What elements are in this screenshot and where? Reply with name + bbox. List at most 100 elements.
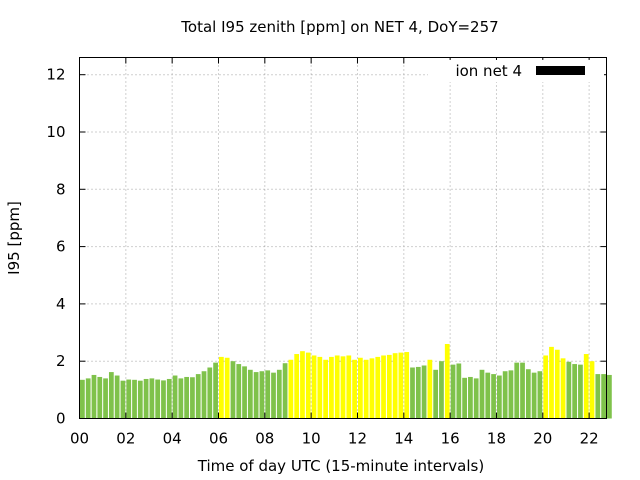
bar: [282, 363, 288, 419]
bar: [91, 374, 97, 419]
y-tick-label: 8: [56, 180, 66, 198]
bar: [329, 356, 334, 419]
bar: [265, 370, 271, 419]
bar: [421, 365, 427, 419]
bar: [583, 354, 589, 419]
y-tick-label: 4: [56, 295, 66, 313]
bar: [317, 356, 323, 419]
bar: [97, 376, 103, 419]
y-tick-label: 12: [46, 66, 65, 84]
bar: [242, 366, 247, 419]
bar: [85, 378, 91, 419]
bar: [103, 378, 108, 419]
x-axis-label: Time of day UTC (15-minute intervals): [197, 457, 484, 475]
bar: [201, 371, 207, 419]
bar: [161, 380, 166, 419]
bar: [531, 372, 537, 419]
bar: [184, 376, 190, 419]
bar: [294, 354, 300, 419]
bar: [352, 359, 357, 419]
bar: [207, 367, 213, 419]
bar: [149, 378, 155, 419]
bar: [433, 369, 439, 419]
x-tick-label: 18: [487, 430, 506, 448]
x-tick-label: 20: [533, 430, 552, 448]
bar: [595, 374, 601, 419]
bar: [554, 349, 560, 419]
grid-lines: [79, 57, 607, 419]
x-tick-label: 02: [116, 430, 135, 448]
bar: [195, 374, 201, 419]
bar: [166, 378, 172, 419]
bar: [514, 362, 520, 419]
bar: [398, 352, 404, 419]
bar: [126, 379, 132, 419]
bar: [108, 372, 114, 419]
bar: [520, 362, 525, 419]
bar: [456, 363, 462, 419]
x-tick-label: 00: [70, 430, 89, 448]
y-tick-label: 6: [56, 238, 66, 256]
bar: [537, 371, 543, 419]
legend-bg: [428, 60, 604, 82]
bar: [334, 355, 340, 419]
bar: [473, 378, 479, 419]
y-axis-label: I95 [ppm]: [5, 201, 23, 275]
bar: [357, 357, 363, 419]
bar: [468, 376, 473, 419]
bar: [259, 371, 265, 419]
bar: [410, 367, 415, 419]
bar: [137, 380, 143, 419]
y-tick-label: 0: [56, 410, 66, 428]
bar: [80, 379, 85, 419]
bar: [386, 354, 392, 419]
legend-label: ion net 4: [455, 62, 522, 80]
bar: [300, 351, 305, 419]
bars: [80, 344, 612, 419]
bar: [485, 372, 491, 419]
bar: [439, 361, 444, 419]
bar: [444, 344, 450, 419]
x-tick-label: 14: [394, 430, 413, 448]
bar: [525, 369, 531, 419]
bar: [340, 356, 346, 419]
bar: [491, 374, 496, 419]
bar: [543, 355, 549, 419]
bar: [219, 356, 224, 419]
bar: [276, 369, 282, 419]
bar: [224, 357, 230, 419]
bar: [601, 374, 606, 419]
bar: [508, 370, 514, 419]
bar: [566, 361, 572, 419]
bar: [247, 369, 253, 419]
bar: [496, 375, 502, 419]
bar: [213, 362, 218, 419]
x-tick-label: 08: [255, 430, 274, 448]
bar: [155, 379, 161, 419]
bar: [143, 378, 149, 419]
bar: [253, 372, 259, 419]
legend-swatch: [536, 66, 585, 75]
bar: [549, 346, 554, 419]
bar: [323, 359, 329, 419]
bar: [305, 352, 311, 419]
plot-frame: [79, 57, 607, 419]
x-tick-label: 06: [209, 430, 228, 448]
bar: [375, 356, 381, 419]
y-tick-label: 2: [56, 352, 66, 370]
bar: [288, 359, 294, 419]
bar: [589, 361, 595, 419]
bar: [607, 374, 612, 419]
y-tick-label: 10: [46, 123, 65, 141]
bar: [271, 372, 276, 419]
x-tick-label: 22: [580, 430, 599, 448]
bar: [462, 377, 467, 419]
bar: [114, 375, 120, 419]
bar: [230, 361, 236, 419]
bar: [172, 375, 178, 419]
bar: [190, 377, 195, 419]
bar: [415, 366, 421, 419]
x-tick-label: 04: [163, 430, 182, 448]
